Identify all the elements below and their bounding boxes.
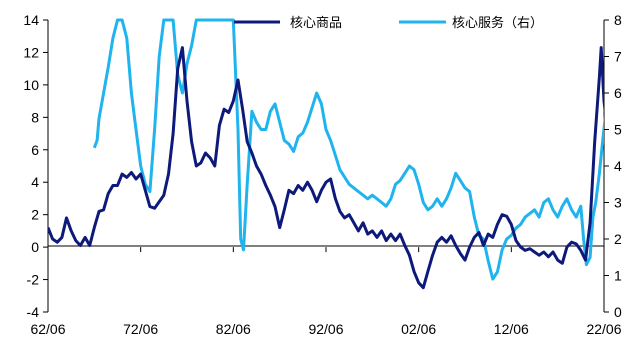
x-axis-ticks: 62/06 72/06 82/06 92/06 02/06 12/06 22/06 [30, 247, 622, 337]
x-tick-label: 12/06 [494, 321, 529, 337]
legend-item-core-services: 核心服务（右） [399, 15, 543, 31]
x-tick-label: 62/06 [30, 321, 65, 337]
left-tick-label: 6 [31, 142, 39, 158]
left-tick-label: -4 [27, 304, 40, 320]
series-layer [48, 18, 604, 290]
left-tick-label: 2 [31, 207, 39, 223]
right-tick-label: 0 [614, 304, 622, 320]
left-axis-ticks: -4 -2 0 2 4 6 8 10 12 14 [23, 12, 48, 320]
left-tick-label: 0 [31, 239, 39, 255]
x-tick-label: 72/06 [123, 321, 158, 337]
x-tick-label: 82/06 [216, 321, 251, 337]
right-tick-label: 6 [614, 85, 622, 101]
right-tick-label: 4 [614, 158, 622, 174]
left-tick-label: 8 [31, 109, 39, 125]
right-tick-label: 5 [614, 122, 622, 138]
left-tick-label: 4 [31, 174, 39, 190]
x-tick-label: 22/06 [586, 321, 621, 337]
right-tick-label: 3 [614, 195, 622, 211]
x-tick-label: 02/06 [401, 321, 436, 337]
left-tick-label: -2 [27, 272, 40, 288]
right-axis-ticks: 0 1 2 3 4 5 6 7 8 [604, 12, 622, 320]
right-tick-label: 7 [614, 49, 622, 65]
legend-item-core-goods: 核心商品 [234, 16, 342, 31]
left-tick-label: 12 [23, 44, 39, 60]
legend-label-core-services: 核心服务（右） [452, 15, 543, 31]
right-tick-label: 8 [614, 12, 622, 28]
left-tick-label: 14 [23, 12, 39, 28]
series-line-core-goods [48, 46, 604, 290]
legend: 核心商品 核心服务（右） [234, 15, 543, 31]
right-tick-label: 2 [614, 231, 622, 247]
left-tick-label: 10 [23, 77, 39, 93]
right-tick-label: 1 [614, 268, 622, 284]
x-tick-label: 92/06 [308, 321, 343, 337]
legend-label-core-goods: 核心商品 [290, 16, 342, 31]
